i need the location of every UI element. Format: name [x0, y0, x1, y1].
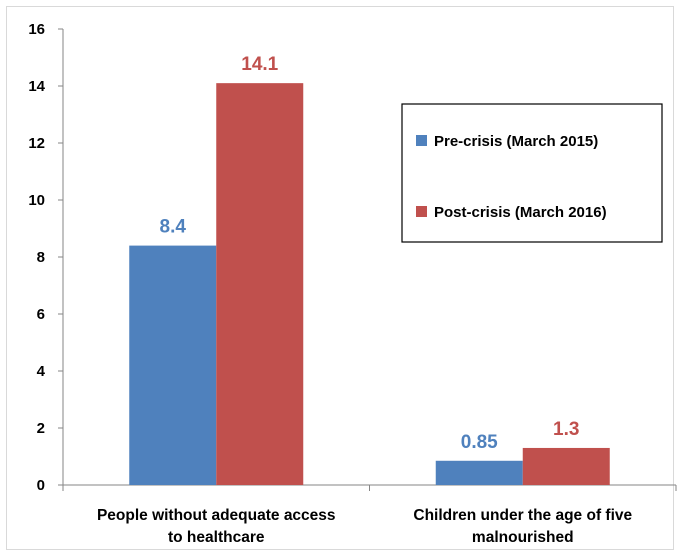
legend-swatch [416, 206, 427, 217]
x-category-label: People without adequate access [97, 507, 336, 524]
data-label: 0.85 [461, 432, 498, 453]
x-category-label: Children under the age of five [413, 507, 632, 524]
bar [129, 245, 217, 485]
y-tick-label: 0 [37, 477, 45, 494]
y-tick-label: 8 [37, 249, 45, 266]
bar [216, 83, 304, 486]
y-tick-label: 16 [28, 21, 45, 38]
data-label: 8.4 [160, 217, 187, 238]
y-tick-label: 12 [28, 135, 45, 152]
y-tick-label: 4 [37, 363, 46, 380]
legend-swatch [416, 135, 427, 146]
legend-label: Pre-crisis (March 2015) [434, 133, 598, 150]
y-tick-label: 10 [28, 192, 45, 209]
bar [522, 447, 610, 485]
data-label: 1.3 [553, 419, 579, 440]
chart-frame [6, 6, 674, 550]
legend-box [401, 103, 663, 243]
y-tick-label: 14 [28, 78, 45, 95]
legend-label: Post-crisis (March 2016) [434, 204, 607, 221]
x-category-label: to healthcare [168, 529, 265, 546]
x-category-label: malnourished [472, 529, 574, 546]
data-label: 14.1 [241, 54, 278, 75]
y-tick-label: 2 [37, 420, 45, 437]
bar [435, 460, 523, 485]
y-tick-label: 6 [37, 306, 45, 323]
